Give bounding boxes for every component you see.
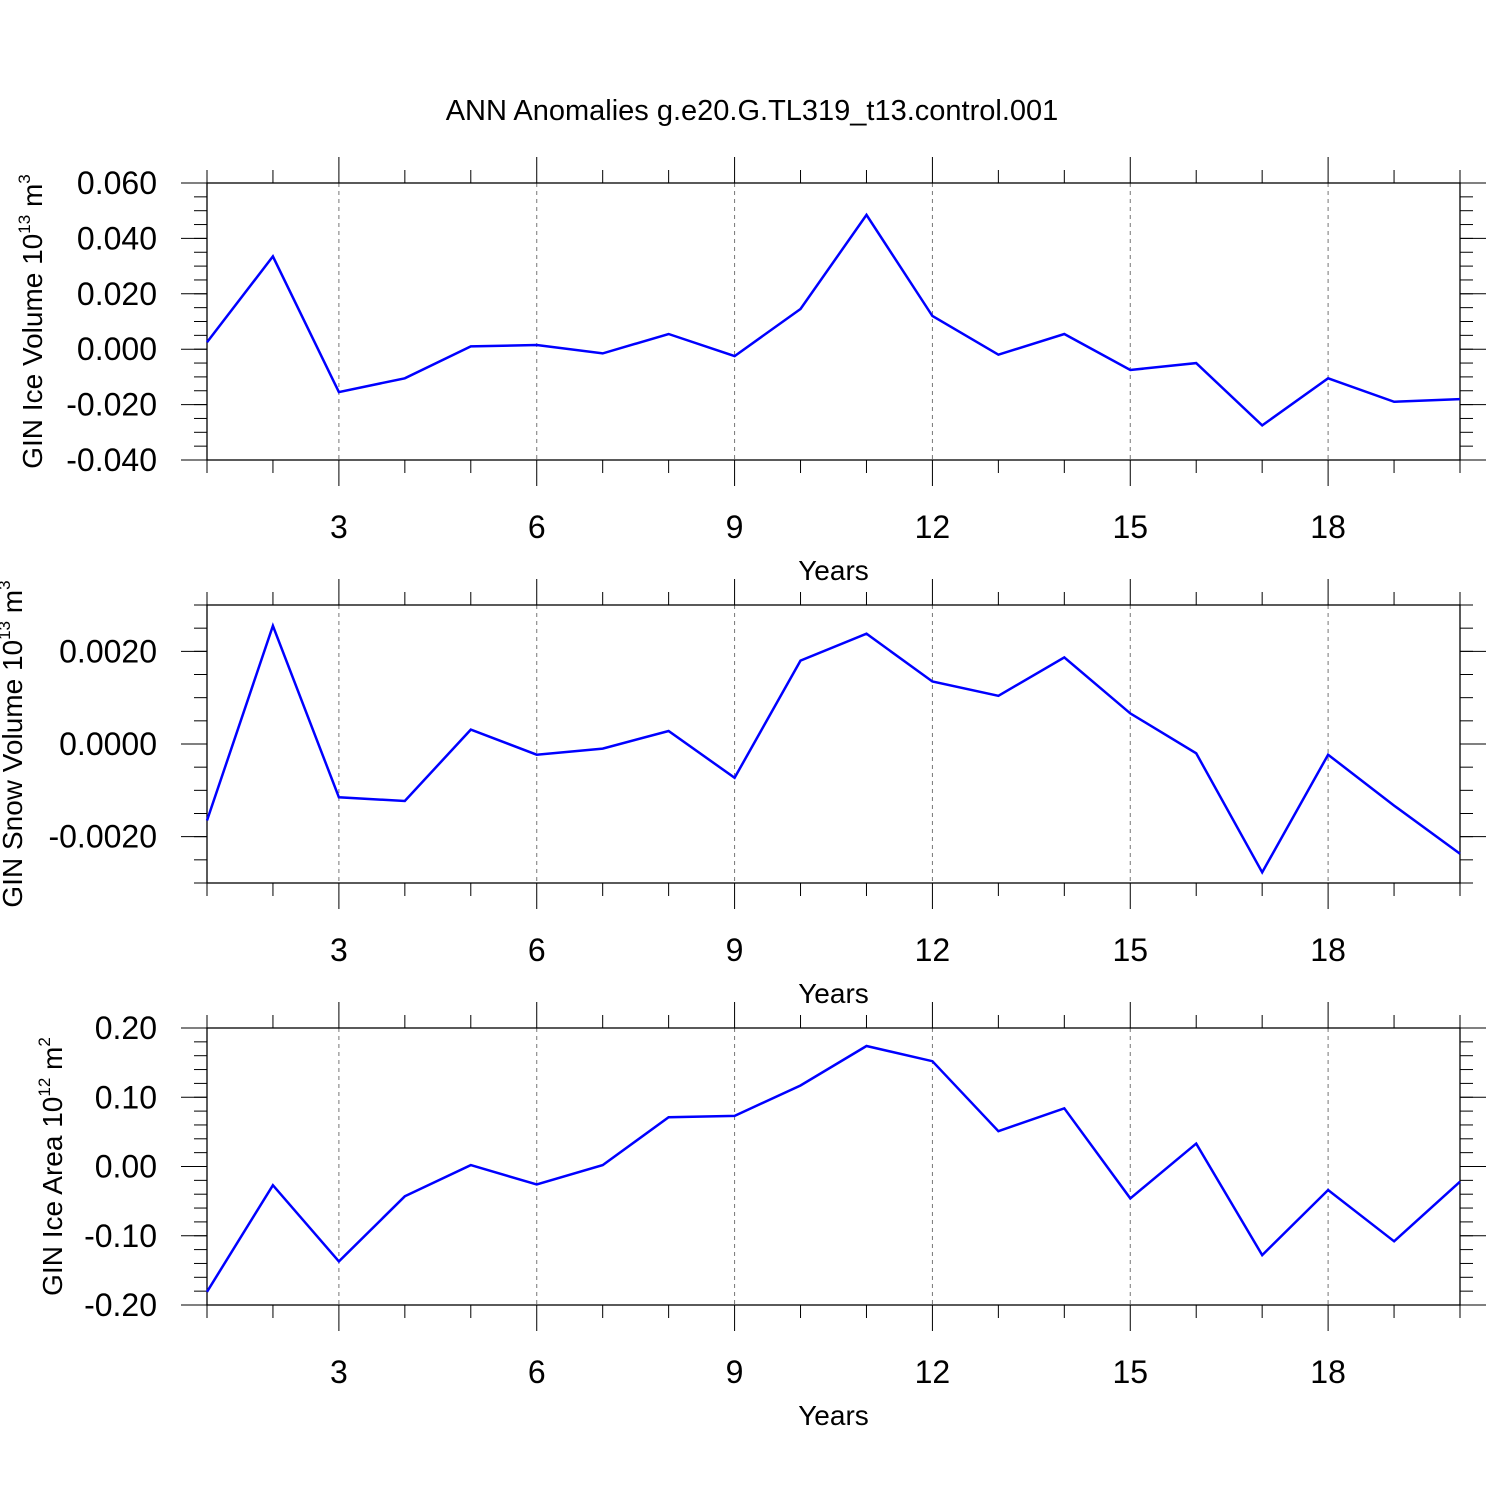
y-tick-label: -0.0020 bbox=[48, 819, 157, 855]
y-tick-label: 0.000 bbox=[77, 331, 157, 367]
y-axis-title: GIN Ice Area 1012 m2 bbox=[35, 1037, 68, 1296]
x-tick-label: 6 bbox=[528, 1354, 546, 1390]
plot-frame bbox=[206, 604, 1461, 884]
series-line bbox=[205, 1044, 1461, 1293]
y-tick-label: -0.10 bbox=[84, 1218, 157, 1254]
x-tick-label: 12 bbox=[915, 1354, 951, 1390]
y-axis-title-unit: m bbox=[37, 1047, 68, 1078]
chart-panel-3: -0.20 -0.10 0.00 0.10 0.20 3 6 9 12 15 18 Years GIN … bbox=[35, 1002, 1486, 1431]
series-line bbox=[205, 622, 1461, 875]
x-tick-label: 12 bbox=[915, 509, 951, 545]
series-line bbox=[206, 212, 1461, 428]
y-tick-label: 0.060 bbox=[77, 165, 157, 201]
x-tick-label: 3 bbox=[330, 1354, 348, 1390]
y-tick-label: 0.0000 bbox=[59, 726, 157, 762]
x-axis-title: Years bbox=[798, 978, 869, 1009]
chart-panels: -0.040 -0.020 0.000 0.020 0.040 0.060 3 6 9 12 15 1… bbox=[0, 157, 1486, 1431]
y-axis-title-unit: m bbox=[0, 590, 28, 621]
y-axis-title-text: GIN Snow Volume 10 bbox=[0, 640, 28, 908]
y-axis-title: GIN Snow Volume 1013 m3 bbox=[0, 580, 28, 907]
x-tick-label: 18 bbox=[1310, 932, 1346, 968]
x-tick-label: 6 bbox=[528, 932, 546, 968]
x-tick-label: 15 bbox=[1112, 932, 1148, 968]
x-tick-label: 9 bbox=[726, 509, 744, 545]
x-tick-label: 6 bbox=[528, 509, 546, 545]
y-axis-title: GIN Ice Volume 1013 m3 bbox=[15, 174, 48, 469]
y-tick-label: 0.040 bbox=[77, 220, 157, 256]
x-tick-label: 15 bbox=[1112, 1354, 1148, 1390]
x-tick-label: 18 bbox=[1310, 1354, 1346, 1390]
y-axis-title-unit: m bbox=[17, 184, 48, 215]
x-axis-title: Years bbox=[798, 1400, 869, 1431]
y-axis-title-unit-power: 2 bbox=[35, 1037, 54, 1046]
y-axis-title-exponent: 12 bbox=[35, 1078, 54, 1097]
x-tick-label: 3 bbox=[330, 509, 348, 545]
y-axis-title-unit-power: 3 bbox=[0, 580, 14, 589]
x-tick-label: 9 bbox=[726, 1354, 744, 1390]
x-tick-label: 18 bbox=[1310, 509, 1346, 545]
x-axis-title: Years bbox=[798, 555, 869, 586]
x-tick-label: 12 bbox=[915, 932, 951, 968]
y-axis-title-exponent: 13 bbox=[0, 621, 14, 640]
chart-panel-1: -0.040 -0.020 0.000 0.020 0.040 0.060 3 6 9 12 15 1… bbox=[15, 157, 1486, 586]
y-tick-label: 0.020 bbox=[77, 276, 157, 312]
y-tick-label: 0.20 bbox=[95, 1010, 157, 1046]
y-tick-label: 0.10 bbox=[95, 1079, 157, 1115]
y-tick-label: -0.020 bbox=[66, 387, 157, 423]
y-axis-title-text: GIN Ice Volume 10 bbox=[17, 234, 48, 469]
plot-frame bbox=[206, 182, 1461, 461]
y-axis-title-unit-power: 3 bbox=[15, 174, 34, 183]
y-tick-label: 0.00 bbox=[95, 1149, 157, 1185]
y-tick-label: 0.0020 bbox=[59, 633, 157, 669]
x-tick-label: 9 bbox=[726, 932, 744, 968]
chart-title: ANN Anomalies g.e20.G.TL319_t13.control.… bbox=[446, 95, 1059, 127]
y-tick-label: -0.20 bbox=[84, 1287, 157, 1323]
plot-frame bbox=[206, 1027, 1461, 1306]
y-axis-title-exponent: 13 bbox=[15, 215, 34, 234]
y-tick-label: -0.040 bbox=[66, 442, 157, 478]
y-axis-title-text: GIN Ice Area 10 bbox=[37, 1097, 68, 1296]
chart-panel-2: -0.0020 0.0000 0.0020 3 6 9 12 15 18 Years GIN Sno… bbox=[0, 579, 1486, 1009]
x-tick-label: 15 bbox=[1112, 509, 1148, 545]
x-tick-label: 3 bbox=[330, 932, 348, 968]
